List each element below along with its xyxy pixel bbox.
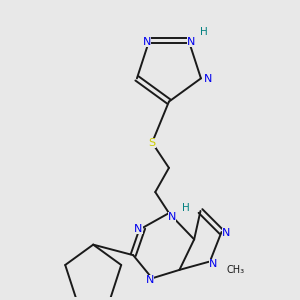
Text: H: H [200, 27, 207, 37]
Text: N: N [187, 37, 195, 47]
Text: S: S [148, 138, 156, 148]
Text: CH₃: CH₃ [226, 265, 244, 275]
Text: H: H [182, 203, 190, 213]
Text: N: N [168, 212, 176, 222]
Text: N: N [146, 275, 154, 285]
Text: N: N [221, 228, 230, 238]
Text: N: N [204, 74, 212, 84]
Text: N: N [143, 37, 151, 47]
Text: N: N [134, 224, 142, 234]
Text: N: N [209, 259, 217, 269]
